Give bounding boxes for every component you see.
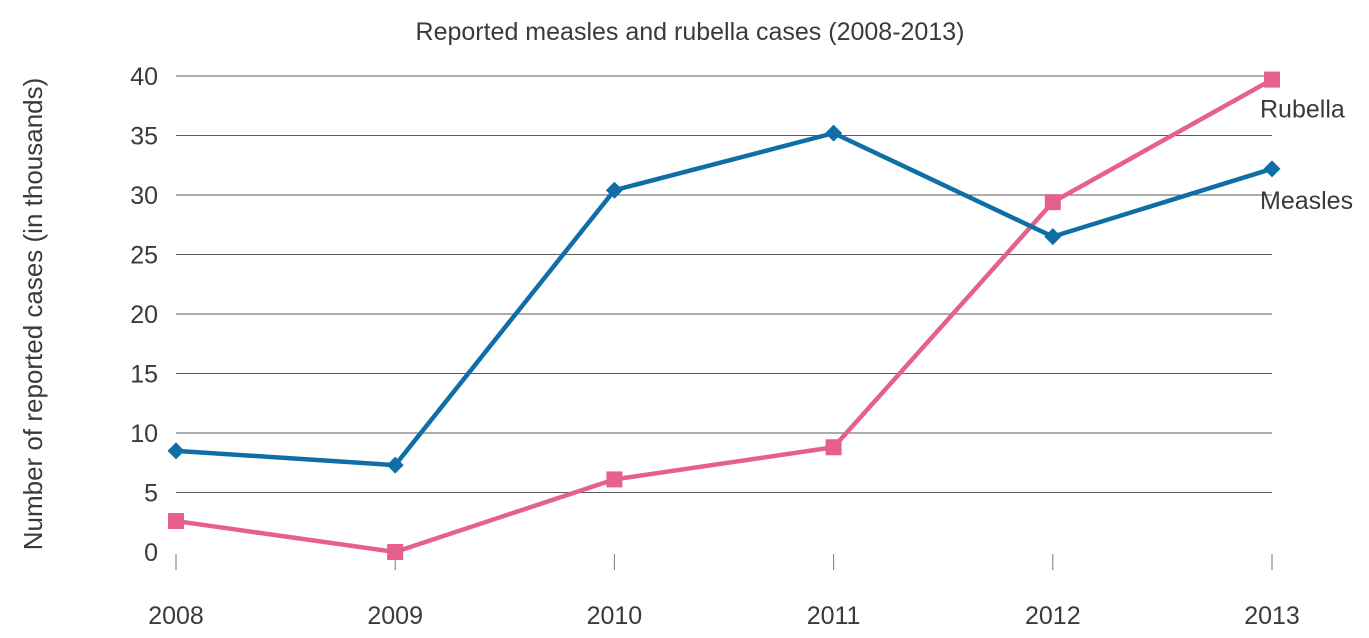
data-point-measles	[167, 442, 185, 460]
data-point-rubella	[1264, 71, 1280, 88]
gridlines	[175, 75, 1273, 570]
series-labels: Rubella Measles	[1260, 96, 1353, 215]
data-point-measles	[825, 124, 843, 142]
y-tick-label: 35	[130, 123, 158, 151]
y-tick-label: 5	[144, 480, 158, 508]
series-label-measles: Measles	[1260, 187, 1353, 215]
x-tick-label: 2011	[807, 602, 861, 630]
axis-ticks: 0 5 10 15 20 25 30 35 40 2008 2009 2010 2011 2012 2013	[130, 63, 1300, 630]
y-tick-label: 20	[130, 301, 158, 329]
y-tick-label: 0	[144, 539, 158, 567]
x-tick-label: 2009	[367, 602, 423, 630]
series-label-rubella: Rubella	[1260, 96, 1345, 124]
data-point-measles	[605, 181, 623, 199]
y-tick-label: 30	[130, 182, 158, 210]
data-point-measles	[386, 456, 404, 474]
data-point-rubella	[168, 513, 184, 530]
series-line-measles	[175, 130, 1273, 468]
x-tick-label: 2010	[587, 602, 643, 630]
data-point-measles	[1263, 160, 1281, 178]
chart-title: Reported measles and rubella cases (2008…	[416, 18, 965, 46]
y-tick-label: 15	[130, 361, 158, 389]
data-point-rubella	[1044, 194, 1061, 211]
y-tick-label: 10	[130, 420, 158, 448]
series-lines	[167, 71, 1281, 560]
y-axis-label: Number of reported cases (in thousands)	[18, 78, 48, 551]
data-point-measles	[1044, 228, 1062, 246]
data-point-rubella	[387, 544, 404, 560]
x-tick-label: 2008	[148, 602, 204, 630]
data-point-rubella	[606, 471, 623, 488]
y-tick-label: 40	[130, 63, 158, 91]
data-point-rubella	[825, 439, 842, 456]
x-tick-label: 2013	[1244, 602, 1300, 630]
series-line-rubella	[175, 77, 1274, 555]
x-tick-label: 2012	[1025, 602, 1081, 630]
y-tick-label: 25	[130, 242, 158, 270]
